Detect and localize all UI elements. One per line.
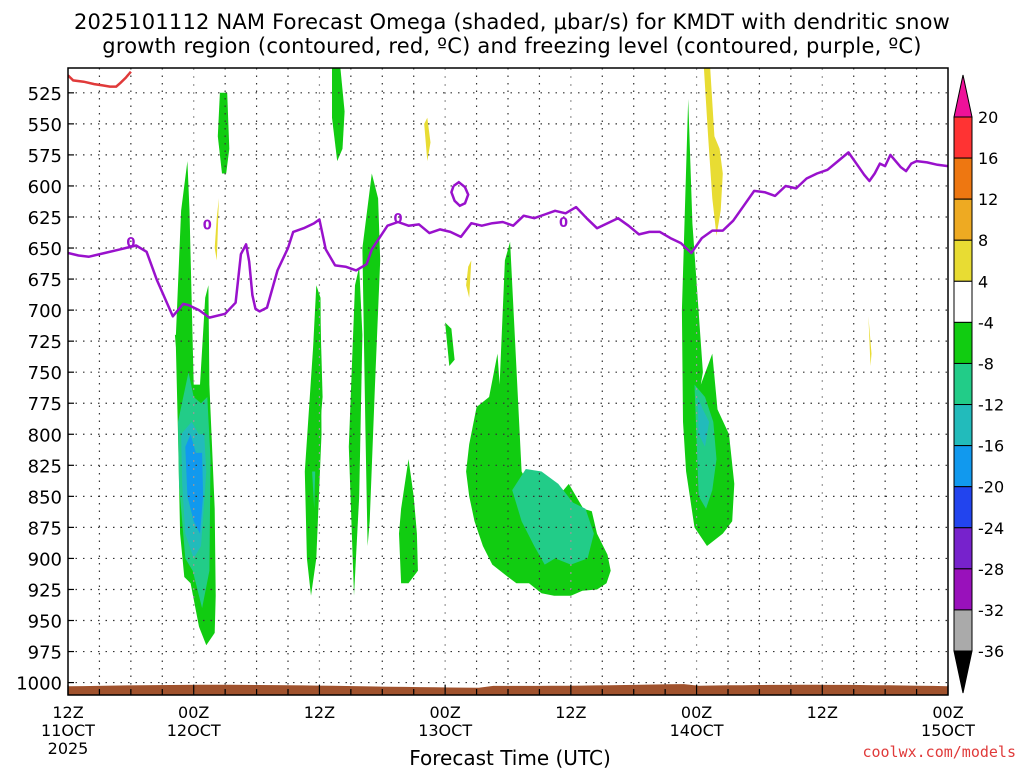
colorbar-swatch-10	[953, 527, 973, 570]
omega-region-4to8-1	[424, 117, 431, 162]
x-tick-label-12-line2: 12OCT	[167, 721, 221, 740]
x-tick-label-48-line1: 12Z	[555, 703, 586, 722]
omega-region--4to-8-2	[332, 68, 345, 162]
x-tick-label-24-line1: 12Z	[304, 703, 335, 722]
colorbar-swatch-0	[953, 116, 973, 159]
y-tick-label-675: 675	[28, 270, 62, 291]
colorbar-swatch-6	[953, 362, 973, 406]
omega-region--8to-12-1	[512, 469, 594, 565]
y-tick-label-825: 825	[28, 456, 62, 477]
x-tick-label-84-line2: 15OCT	[921, 721, 975, 740]
omega-region--4to-8-5	[362, 173, 381, 546]
colorbar-label-1: 16	[978, 149, 998, 168]
y-tick-label-775: 775	[28, 394, 62, 415]
colorbar-label-6: -8	[978, 354, 994, 373]
freezing-level-label-1: 0	[203, 218, 212, 233]
colorbar-label-5: -4	[978, 313, 994, 332]
colorbar-swatch-8	[953, 445, 973, 488]
x-tick-label-60-line1: 00Z	[681, 703, 712, 722]
omega-region--8to-12-3	[312, 471, 316, 509]
colorbar-swatch-7	[953, 404, 973, 447]
x-tick-label-72-line1: 12Z	[807, 703, 838, 722]
freezing-level-label-2: 0	[393, 212, 402, 227]
y-tick-label-975: 975	[28, 643, 62, 664]
colorbar-label-12: -32	[978, 601, 1004, 620]
x-tick-label-36-line1: 00Z	[429, 703, 460, 722]
colorbar-bottom-arrow	[953, 650, 973, 694]
y-tick-label-850: 850	[28, 487, 62, 508]
omega-region-4to8-0	[703, 68, 723, 236]
x-tick-label-36-line2: 13OCT	[418, 721, 472, 740]
x-tick-label-12-line1: 00Z	[178, 703, 209, 722]
colorbar-label-10: -24	[978, 519, 1004, 538]
freezing-level-line	[68, 151, 948, 319]
omega-region--4to-8-4	[348, 266, 363, 596]
omega-region--4to-8-7	[445, 322, 455, 366]
x-tick-label-60-line2: 14OCT	[670, 721, 724, 740]
x-tick-label-0-line1: 12Z	[52, 703, 83, 722]
y-tick-label-550: 550	[28, 115, 62, 136]
chart-title-line1: 2025101112 NAM Forecast Omega (shaded, μ…	[73, 10, 951, 34]
y-tick-label-800: 800	[28, 425, 62, 446]
colorbar-swatch-2	[953, 198, 973, 241]
y-tick-label-650: 650	[28, 239, 62, 260]
site-credit: coolwx.com/models	[862, 743, 1016, 761]
y-tick-label-700: 700	[28, 301, 62, 322]
y-tick-label-575: 575	[28, 146, 62, 167]
colorbar-label-11: -28	[978, 560, 1004, 579]
omega-region--4to-8-6	[399, 459, 418, 584]
colorbar-label-4: 4	[978, 272, 988, 291]
omega-region--4to-8-1	[217, 92, 230, 174]
colorbar-swatch-5	[953, 321, 973, 364]
x-tick-label-84-line1: 00Z	[932, 703, 963, 722]
y-tick-label-950: 950	[28, 612, 62, 633]
y-tick-label-875: 875	[28, 518, 62, 539]
colorbar-swatch-9	[953, 486, 973, 529]
y-tick-label-625: 625	[28, 208, 62, 229]
colorbar-label-0: 20	[978, 108, 998, 127]
freezing-level-closed-contour	[450, 180, 470, 208]
omega-region--16to-20-0	[185, 434, 204, 534]
colorbar-swatch-11	[953, 568, 973, 611]
y-tick-label-750: 750	[28, 363, 62, 384]
colorbar-label-7: -12	[978, 396, 1004, 415]
colorbar-swatch-1	[953, 157, 973, 200]
y-tick-label-900: 900	[28, 549, 62, 570]
freezing-level-label-3: 0	[559, 216, 568, 231]
freezing-level-label-0: 0	[126, 236, 135, 251]
colorbar-label-8: -16	[978, 437, 1004, 456]
colorbar-label-3: 8	[978, 231, 988, 250]
omega-region--4to-8-10	[312, 322, 323, 447]
omega-region-4to8-3	[466, 260, 472, 298]
y-tick-label-525: 525	[28, 84, 62, 105]
colorbar-swatch-3	[953, 239, 973, 282]
colorbar-label-13: -36	[978, 642, 1004, 661]
colorbar-label-9: -20	[978, 478, 1004, 497]
y-tick-label-600: 600	[28, 177, 62, 198]
y-tick-label-925: 925	[28, 580, 62, 601]
chart-title-line2: growth region (contoured, red, ºC) and f…	[102, 34, 922, 58]
omega-region-4to8-2	[214, 198, 219, 261]
colorbar-swatch-4	[953, 280, 973, 323]
x-tick-label-0-line3: 2025	[48, 739, 89, 758]
x-tick-label-0-line2: 11OCT	[41, 721, 95, 740]
colorbar-swatch-12	[953, 609, 973, 652]
dgz-red-contour	[68, 70, 132, 88]
colorbar-top-arrow	[953, 74, 973, 118]
x-axis-label: Forecast Time (UTC)	[409, 746, 611, 768]
y-tick-label-1000: 1000	[16, 674, 62, 695]
colorbar-label-2: 12	[978, 190, 998, 209]
y-tick-label-725: 725	[28, 332, 62, 353]
omega-region-4to8-4	[868, 316, 872, 366]
